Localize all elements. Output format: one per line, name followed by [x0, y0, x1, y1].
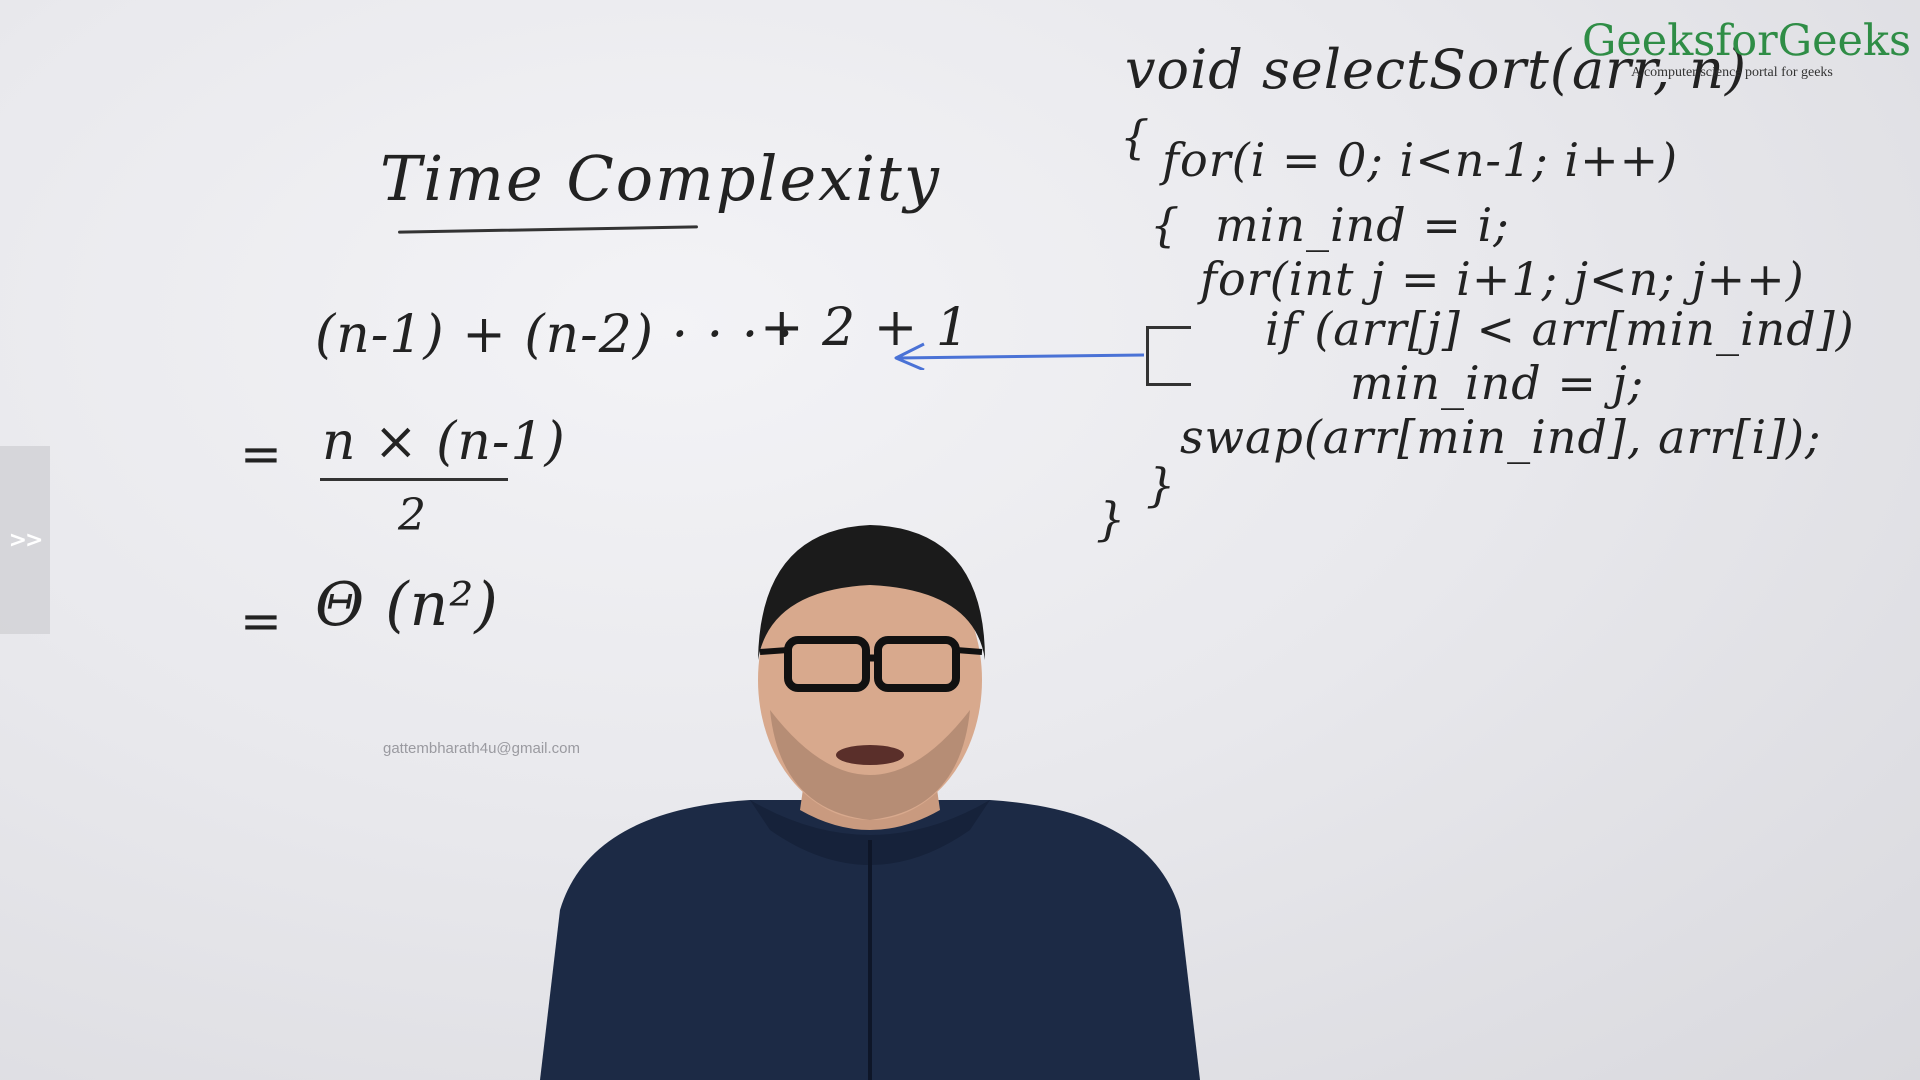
- code-if-line: if (arr[j] < arr[min_ind]): [1265, 302, 1855, 356]
- title-underline: [397, 225, 699, 234]
- code-assign-min: min_ind = i;: [1215, 198, 1510, 252]
- watermark-email: gattembharath4u@gmail.com: [383, 740, 580, 757]
- fraction-bar: [320, 478, 508, 481]
- code-update-min: min_ind = j;: [1350, 356, 1645, 410]
- sum-expression: (n-1) + (n-2) · · · ·: [315, 305, 795, 365]
- logo-name: GeeksforGeeks: [1582, 16, 1912, 66]
- logo-tagline: A computer science portal for geeks: [1631, 65, 1833, 80]
- code-signature: void selectSort(arr, n): [1125, 38, 1748, 101]
- code-bracket: [1146, 326, 1191, 386]
- code-inner-open-brace: {: [1150, 198, 1181, 252]
- sum-expression-tail: + 2 + 1: [760, 298, 970, 358]
- side-panel-toggle[interactable]: >>: [0, 446, 50, 634]
- theta-result: Θ (n²): [315, 570, 499, 640]
- presenter-image: [540, 525, 1200, 1080]
- code-inner-loop: for(int j = i+1; j<n; j++): [1200, 252, 1805, 306]
- expand-icon: >>: [8, 527, 44, 553]
- code-outer-loop: for(i = 0; i<n-1; i++): [1162, 133, 1679, 187]
- fraction-denominator: 2: [398, 490, 427, 541]
- code-open-brace: {: [1120, 110, 1151, 164]
- code-inner-close-brace: }: [1146, 458, 1177, 512]
- board-title: Time Complexity: [380, 142, 941, 215]
- equals-sign-3: =: [240, 592, 282, 650]
- blue-arrow-icon: [894, 342, 1145, 370]
- fraction-numerator: n × (n-1): [322, 412, 566, 472]
- code-swap-line: swap(arr[min_ind], arr[i]);: [1180, 410, 1822, 464]
- code-outer-close-brace: }: [1096, 492, 1127, 546]
- equals-sign-2: =: [240, 425, 282, 483]
- geeksforgeeks-logo: GeeksforGeeks A computer science portal …: [1582, 16, 1912, 81]
